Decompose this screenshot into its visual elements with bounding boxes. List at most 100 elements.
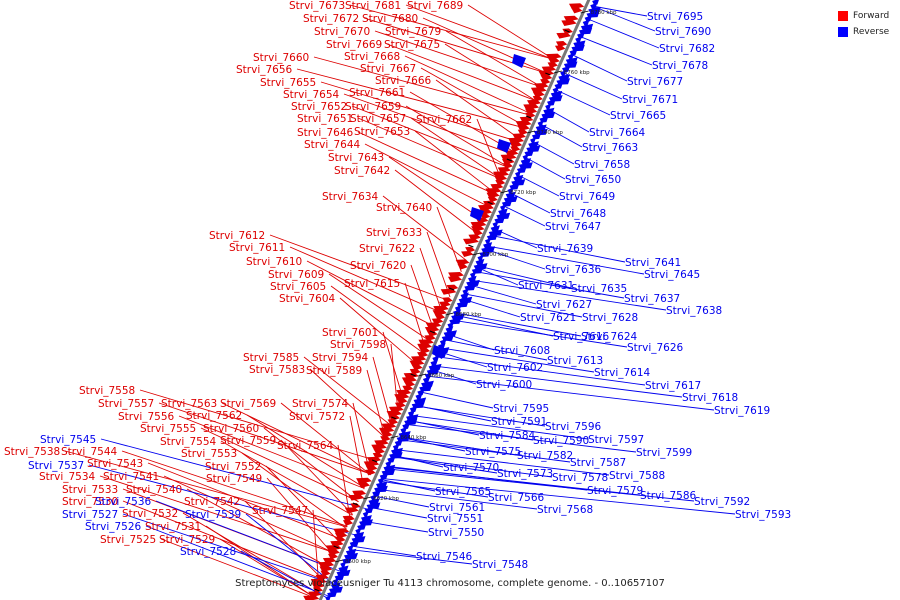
reverse-gene [563,61,578,68]
leader-line [99,475,336,554]
gene-label-forward: Strvi_7572 [289,411,345,423]
marker-dash [314,588,320,592]
gene-label-reverse: Strvi_7671 [622,94,678,106]
forward-gene [342,519,354,526]
leader-line [121,450,348,527]
reverse-gene [531,132,542,140]
reverse-gene [481,246,496,253]
marker-dash [333,545,339,549]
leader-line [339,297,420,367]
reverse-gene [575,36,582,43]
forward-gene [394,393,410,400]
scale-tick-label: 8780 kbp [591,10,617,16]
leader-line [306,260,437,328]
scale-tick [334,559,344,563]
leader-line [263,427,359,503]
reverse-gene [528,141,539,148]
gene-arrows [303,0,601,600]
gene-label-forward: Strvi_7651 [297,113,353,125]
gene-label-forward: Strvi_7654 [283,89,340,101]
reverse-gene [364,506,374,514]
reverse-gene [466,279,480,287]
leader-line [330,285,425,355]
gene-label-forward: Strvi_7681 [345,0,401,12]
leader-line [328,273,431,342]
marker-dash [352,502,359,506]
gene-label-reverse: Strvi_7561 [429,502,485,514]
gene-label-reverse: Strvi_7665 [610,110,666,122]
reverse-gene [488,229,503,236]
reverse-gene [342,557,352,564]
forward-gene [568,3,585,10]
gene-label-forward: Strvi_7611 [229,242,285,254]
leader-line [88,464,356,536]
gene-label-reverse: Strvi_7590 [533,435,589,447]
reverse-gene [424,372,432,379]
leader-line [244,500,324,581]
gene-label-forward: Strvi_7657 [350,113,406,125]
leader-line [426,231,451,298]
reverse-gene [512,54,526,68]
reverse-gene [469,271,477,278]
scale-tick [363,496,372,500]
reverse-gene [516,166,527,173]
gene-label-reverse: Strvi_7545 [40,434,96,446]
reverse-gene [411,401,425,409]
leader-line [445,30,544,89]
gene-label-forward: Strvi_7531 [145,521,201,533]
reverse-gene [407,410,415,417]
gene-label-forward: Strvi_7574 [292,398,349,410]
gene-label-forward: Strvi_7552 [205,461,261,473]
gene-label-forward: Strvi_7610 [246,256,302,268]
leader-line [461,298,521,318]
forward-gene [358,482,370,488]
gene-label-forward: Strvi_7653 [354,126,410,138]
forward-gene [485,188,502,194]
leader-line [410,117,503,181]
reverse-gene [422,376,431,383]
gene-label-reverse: Strvi_7690 [655,26,711,38]
gene-label-forward: Strvi_7569 [220,398,276,410]
leader-line [266,477,335,557]
forward-gene [530,87,547,94]
leader-line [122,500,324,581]
reverse-gene [402,422,410,430]
legend-forward-label: Forward [853,11,890,21]
gene-label-reverse: Strvi_7526 [85,521,142,533]
gene-label-forward: Strvi_7558 [79,385,135,397]
leader-line [404,55,533,115]
gene-label-forward: Strvi_7669 [326,39,382,51]
leader-line [64,450,348,528]
leader-line [469,279,667,311]
reverse-gene [344,552,358,560]
leader-line [296,68,526,129]
leader-line [145,525,329,597]
leader-line [372,356,393,427]
gene-label-forward: Strvi_7598 [330,339,386,351]
gene-label-forward: Strvi_7538 [4,446,60,458]
reverse-gene [507,187,514,194]
reverse-gene [546,99,556,106]
gene-label-forward: Strvi_7642 [334,165,390,177]
leader-line [361,520,429,533]
leader-line [435,356,646,386]
scale-tick-label: 8700 kbp [482,252,508,258]
gene-label-forward: Strvi_7555 [140,423,196,435]
reverse-gene [554,82,563,89]
leader-line [483,248,546,270]
gene-label-reverse: Strvi_7614 [594,367,651,379]
reverse-gene [490,225,500,232]
scale-tick [553,70,562,74]
leader-line [349,548,473,565]
reverse-gene [530,137,537,144]
gene-label-reverse: Strvi_7618 [682,392,738,404]
leader-line [357,117,503,181]
leader-line [178,415,365,489]
leader-line [158,402,371,475]
gene-label-reverse: Strvi_7550 [428,527,484,539]
reverse-gene [586,11,600,18]
forward-gene [310,578,327,585]
leader-line [439,347,595,373]
leader-line [289,246,444,314]
reverse-gene [460,292,469,299]
